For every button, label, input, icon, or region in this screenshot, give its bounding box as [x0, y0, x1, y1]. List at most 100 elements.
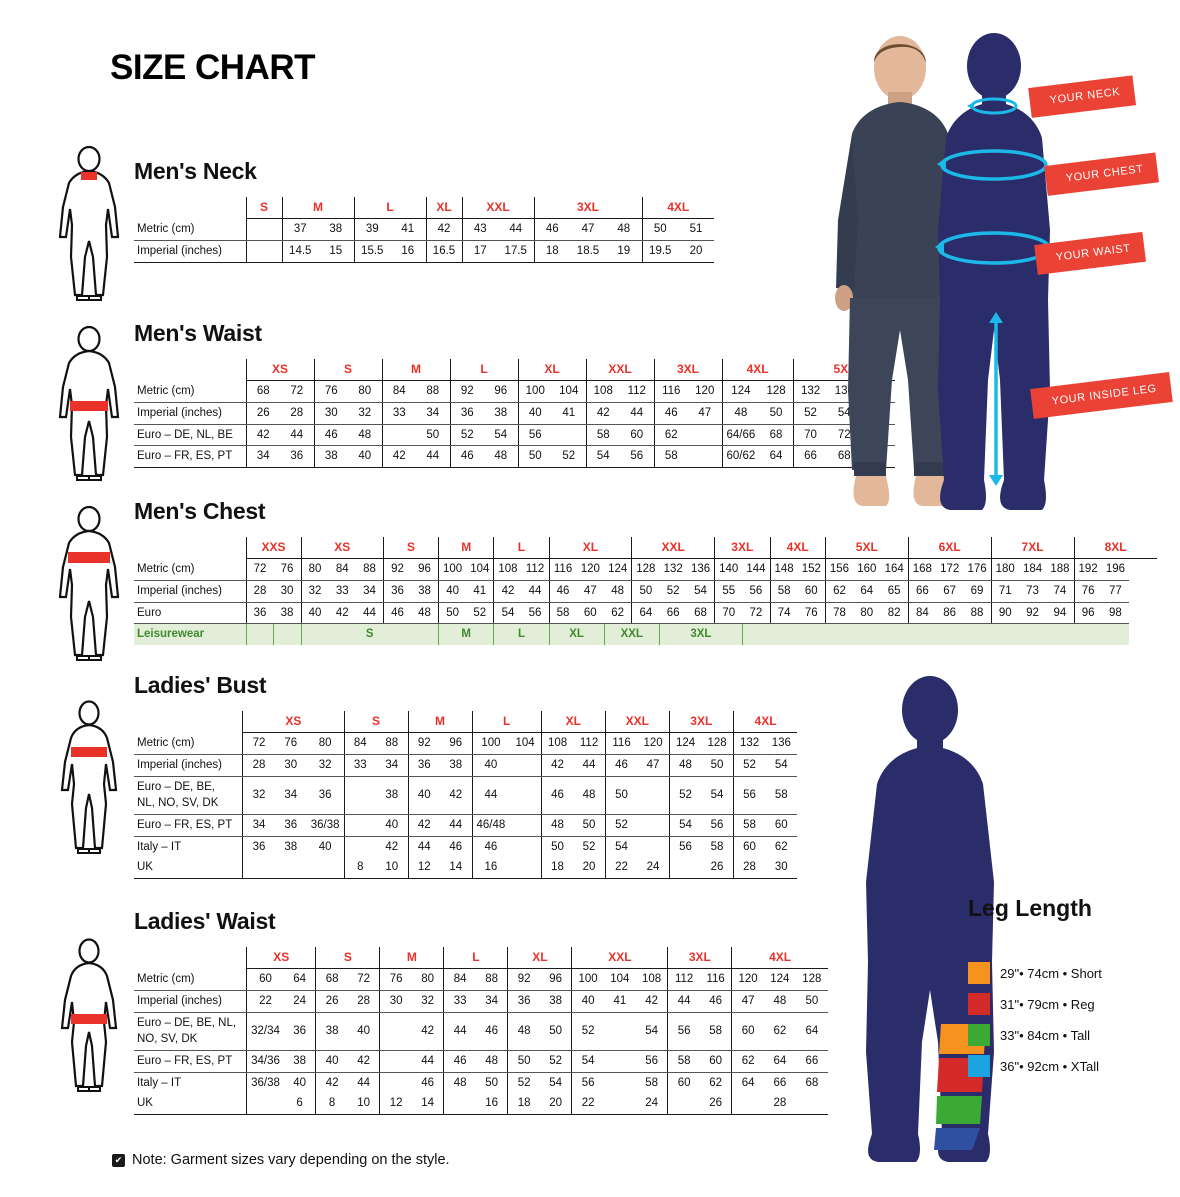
size-group-xxl: XXL: [604, 711, 670, 734]
size-table-mens-chest: XXS XS S M L XL XXL 3XL 4XL 5XL 6XL 7XL 8XL Metric (c…: [134, 537, 1157, 646]
table-cell: 76: [1073, 580, 1102, 603]
table-cell: 38: [284, 840, 298, 853]
table-cell: 62: [709, 1076, 722, 1089]
section-heading: Ladies' Bust: [134, 672, 267, 698]
table-row: Euro – FR, ES, PT 34/36 38 40 42 44 46 48 50 52 54…: [134, 1050, 828, 1073]
table-cell: 40: [517, 402, 552, 425]
callout-your-neck-label: YOUR NECK: [1049, 85, 1121, 107]
table-cell: 148: [769, 558, 798, 582]
table-cell: 68: [315, 968, 348, 992]
table-cell: 58: [765, 776, 798, 816]
table-cell: 54: [549, 1076, 562, 1089]
footer-note-text: Note: Garment sizes vary depending on th…: [132, 1152, 450, 1168]
table-cell: 42: [411, 1012, 444, 1052]
legend-swatch: [968, 1055, 990, 1077]
table-cell: 52: [449, 424, 484, 447]
table-cell: 136: [765, 732, 798, 756]
table-cell: 43: [461, 218, 498, 242]
table-cell: [245, 218, 282, 242]
table-cell: 28: [245, 580, 274, 603]
table-cell: [509, 814, 542, 837]
size-group-l: L: [471, 711, 542, 734]
table-cell: 88: [963, 602, 992, 625]
table-cell: 44: [443, 1012, 476, 1052]
table-cell: 50: [438, 602, 467, 625]
table-cell: 176: [963, 558, 992, 582]
table-cell: 66: [795, 1050, 828, 1073]
size-group-l: L: [449, 359, 518, 382]
size-group-l: L: [353, 197, 426, 220]
table-cell: 128: [631, 558, 660, 582]
table-cell: 66: [659, 602, 687, 625]
table-cell: 40: [571, 990, 604, 1013]
table-cell: 172: [935, 558, 964, 582]
table-cell: 76: [273, 558, 301, 582]
table-row: Imperial (inches) 22 24 26 28 30 32 33 34 36 38 40 4…: [134, 990, 828, 1013]
leisurewear-cell: L: [493, 623, 550, 646]
table-cell: 54: [765, 754, 798, 777]
table-cell: 58: [645, 1076, 658, 1089]
callout-your-waist-label: YOUR WAIST: [1055, 242, 1132, 264]
table-cell: 58: [699, 1012, 732, 1052]
table-cell: 46: [604, 754, 638, 777]
table-cell: [509, 776, 542, 816]
table-cell: [242, 857, 275, 880]
table-cell: 73: [1018, 580, 1047, 603]
table-cell: 72: [280, 380, 314, 404]
table-cell: 22: [246, 990, 284, 1013]
legend-label: 29"• 74cm • Short: [1000, 965, 1102, 981]
table-row: Imperial (inches) 28 30 32 33 34 36 38 40 42 44 46 4…: [134, 754, 798, 777]
table-cell: 40: [347, 1012, 380, 1052]
table-cell: 8: [343, 857, 377, 880]
table-cell: 38: [273, 602, 301, 625]
table-cell: 47: [570, 218, 606, 242]
table-cell: 64: [853, 580, 881, 603]
table-cell: 10: [347, 1093, 380, 1116]
table-cell: 160: [853, 558, 881, 582]
table-cell: 36: [280, 445, 314, 469]
table-cell: 64: [795, 1012, 828, 1052]
legend-swatch: [968, 962, 990, 984]
section-mens-waist: Men's Waist XS S M L XL XXL 3XL 4XL 5XL Metric (cm…: [134, 320, 896, 469]
table-cell: [688, 424, 722, 447]
table-cell: [604, 1072, 636, 1093]
table-cell: 104: [466, 558, 494, 582]
table-cell: 47: [576, 580, 605, 603]
mens-waist-silhouette: [55, 325, 123, 490]
size-group-4xl: 4XL: [769, 537, 826, 560]
table-cell: 92: [449, 380, 484, 404]
leg-length-legend-item: 33"• 84cm • Tall: [968, 1024, 1102, 1046]
table-cell: 16: [471, 857, 510, 880]
table-cell: 48: [540, 814, 574, 837]
table-cell: 50: [573, 814, 606, 837]
table-cell: 14: [411, 1093, 444, 1116]
leisurewear-cell: [245, 623, 274, 646]
table-row: Italy – IT 36/38 40 42 44 46 48 50 52 54 56 58 60 62 6…: [134, 1072, 828, 1094]
table-cell: 78: [824, 602, 854, 625]
leisurewear-cell: [741, 623, 1130, 646]
size-group-m: M: [381, 359, 450, 382]
table-cell: 54: [668, 814, 702, 837]
table-cell: 34: [376, 754, 409, 777]
table-row: Metric (cm) 37 38 39 41 42 43 44 46 47 48 50 51: [134, 218, 714, 242]
size-group-3xl: 3XL: [653, 359, 722, 382]
table-cell: 34: [274, 776, 307, 816]
table-cell: 62: [763, 1012, 796, 1052]
table-cell: 33: [443, 990, 476, 1013]
table-cell: 36: [407, 754, 441, 777]
row-label: Euro – DE, NL, BE: [134, 424, 246, 447]
table-row: Imperial (inches) 28 30 32 33 34 36 38 40 41 42 44 4…: [134, 580, 1157, 603]
table-cell: 30: [313, 402, 348, 425]
table-cell: 62: [653, 424, 688, 447]
table-cell: 96: [1073, 602, 1102, 625]
table-row: Italy – IT 36 38 40 42 44 46 46 50 52 54 56 58 60 62: [134, 836, 797, 858]
table-corner: [134, 537, 246, 559]
table-row: Metric (cm) 72 76 80 84 88 92 96 100 104 108 112 116…: [134, 732, 798, 756]
model-photo: [800, 30, 1000, 520]
row-label: Italy – IT: [137, 840, 182, 853]
table-cell: 18.5: [570, 240, 606, 263]
mens-neck-silhouette: [55, 145, 123, 310]
table-cell: 128: [795, 968, 828, 992]
table-cell: 14.5: [281, 240, 318, 263]
table-row: UK 8 10 12 14 16 18 20 22 24 26 28 30: [134, 857, 798, 880]
